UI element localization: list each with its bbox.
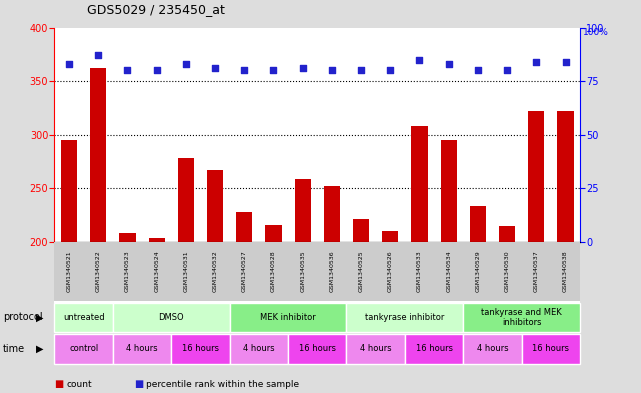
Text: GSM1340532: GSM1340532 (213, 250, 217, 292)
Text: ■: ■ (135, 379, 144, 389)
Point (444, 61, 454, 67)
Point (531, 59, 542, 65)
Bar (412, 126, 428, 242)
Text: protocol: protocol (3, 312, 43, 322)
Text: 4 hours: 4 hours (243, 344, 275, 353)
Text: GSM1340531: GSM1340531 (183, 250, 188, 292)
Text: 4 hours: 4 hours (360, 344, 392, 353)
Text: GSM1340536: GSM1340536 (329, 250, 335, 292)
Point (297, 65, 308, 72)
Point (122, 67, 133, 73)
Point (64, 61, 74, 67)
Point (414, 57, 424, 63)
Point (210, 65, 221, 72)
Text: ▶: ▶ (36, 312, 44, 322)
Text: GSM1340535: GSM1340535 (300, 250, 305, 292)
Point (93, 52, 103, 59)
Bar (265, 224, 281, 242)
Bar (90, 68, 106, 242)
Point (327, 67, 337, 73)
Bar (470, 206, 486, 242)
Bar (440, 140, 457, 242)
Text: 16 hours: 16 hours (415, 344, 453, 353)
Text: GSM1340530: GSM1340530 (504, 250, 510, 292)
Point (269, 67, 279, 73)
Point (356, 67, 366, 73)
Text: 4 hours: 4 hours (126, 344, 158, 353)
Bar (61, 140, 77, 242)
Bar (237, 212, 253, 242)
Text: GSM1340526: GSM1340526 (388, 250, 393, 292)
Point (560, 59, 570, 65)
Text: tankyrase inhibitor: tankyrase inhibitor (365, 313, 445, 322)
Text: GDS5029 / 235450_at: GDS5029 / 235450_at (87, 3, 224, 16)
Point (181, 61, 191, 67)
Bar (353, 219, 369, 242)
Point (502, 67, 512, 73)
Bar (119, 233, 135, 242)
Text: GSM1340528: GSM1340528 (271, 250, 276, 292)
Text: percentile rank within the sample: percentile rank within the sample (146, 380, 299, 389)
Bar (178, 158, 194, 242)
Text: GSM1340537: GSM1340537 (534, 250, 539, 292)
Text: 100%: 100% (583, 28, 609, 37)
Point (473, 67, 483, 73)
Bar (295, 178, 311, 242)
Text: 4 hours: 4 hours (477, 344, 508, 353)
Bar (499, 226, 515, 242)
Text: GSM1340538: GSM1340538 (563, 250, 568, 292)
Text: DMSO: DMSO (158, 313, 184, 322)
Text: 16 hours: 16 hours (533, 344, 569, 353)
Text: GSM1340527: GSM1340527 (242, 250, 247, 292)
Text: ▶: ▶ (36, 344, 44, 354)
Text: ■: ■ (54, 379, 63, 389)
Text: GSM1340533: GSM1340533 (417, 250, 422, 292)
Bar (558, 111, 574, 242)
Text: control: control (69, 344, 98, 353)
Text: GSM1340534: GSM1340534 (446, 250, 451, 292)
Text: GSM1340523: GSM1340523 (125, 250, 130, 292)
Text: GSM1340525: GSM1340525 (358, 250, 363, 292)
Text: count: count (66, 380, 92, 389)
Bar (149, 239, 165, 242)
Point (239, 67, 249, 73)
Text: GSM1340529: GSM1340529 (476, 250, 480, 292)
Point (151, 67, 162, 73)
Bar (528, 111, 544, 242)
Text: time: time (3, 344, 26, 354)
Text: 16 hours: 16 hours (299, 344, 336, 353)
Text: tankyrase and MEK
inhibitors: tankyrase and MEK inhibitors (481, 308, 562, 327)
Bar (382, 231, 398, 242)
Text: MEK inhibitor: MEK inhibitor (260, 313, 316, 322)
Point (385, 67, 395, 73)
Bar (324, 186, 340, 242)
Text: GSM1340522: GSM1340522 (96, 250, 101, 292)
Text: 16 hours: 16 hours (182, 344, 219, 353)
Text: GSM1340524: GSM1340524 (154, 250, 159, 292)
Bar (207, 170, 223, 242)
Text: GSM1340521: GSM1340521 (67, 250, 72, 292)
Text: untreated: untreated (63, 313, 104, 322)
